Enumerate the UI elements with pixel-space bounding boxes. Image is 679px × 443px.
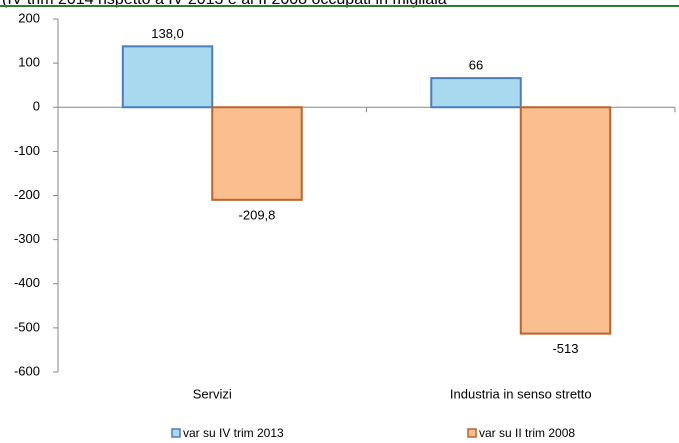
y-tick-label: -600 (14, 363, 40, 378)
y-tick-label: 200 (18, 10, 40, 25)
data-label: 66 (469, 58, 483, 73)
chart-title: (IV trim 2014 rispetto a IV 2013 e al II… (2, 0, 447, 8)
legend-swatch (467, 428, 477, 438)
data-label: -513 (552, 341, 578, 356)
data-label: 138,0 (151, 26, 184, 41)
y-tick-label: -200 (14, 187, 40, 202)
x-tick-label: Industria in senso stretto (450, 386, 592, 401)
bar (121, 45, 214, 109)
data-label: -209,8 (239, 207, 276, 222)
y-tick-label: -100 (14, 143, 40, 158)
y-tick-label: -400 (14, 275, 40, 290)
x-tick-label: Servizi (193, 386, 232, 401)
legend-swatch (171, 428, 181, 438)
y-tick-label: 100 (18, 55, 40, 70)
legend-label: var su IV trim 2013 (183, 426, 284, 440)
bar (519, 106, 612, 335)
y-tick-label: 0 (33, 99, 40, 114)
y-tick-label: -500 (14, 319, 40, 334)
bar (211, 106, 303, 201)
bar (430, 77, 522, 109)
legend-label: var su II trim 2008 (479, 426, 575, 440)
y-tick-label: -300 (14, 231, 40, 246)
